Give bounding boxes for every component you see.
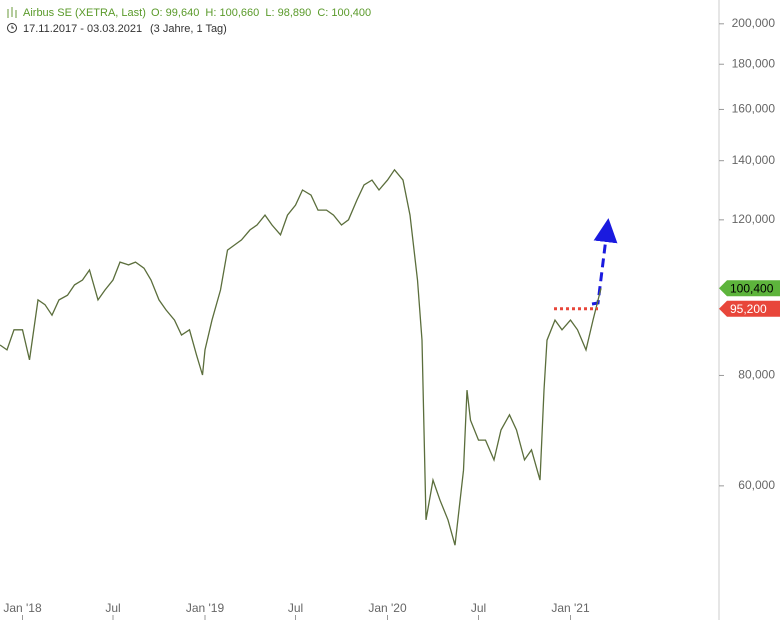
x-tick-label: Jan '18 bbox=[3, 601, 42, 615]
x-tick-label: Jul bbox=[471, 601, 486, 615]
price-tag-label: 100,400 bbox=[730, 281, 774, 295]
y-tick-label: 80,000 bbox=[738, 368, 775, 382]
y-tick-label: 140,000 bbox=[732, 153, 776, 167]
price-tag bbox=[719, 300, 780, 317]
header-ohlc: O: 99,640 H: 100,660 L: 98,890 C: 100,40… bbox=[151, 7, 371, 19]
header-range: 17.11.2017 - 03.03.2021 bbox=[23, 23, 142, 35]
x-tick-label: Jan '21 bbox=[551, 601, 590, 615]
x-tick-label: Jul bbox=[288, 601, 303, 615]
y-tick-label: 200,000 bbox=[732, 16, 776, 30]
y-tick-label: 160,000 bbox=[732, 102, 776, 116]
header-title: Airbus SE (XETRA, Last) bbox=[23, 7, 146, 19]
price-tag-label: 95,200 bbox=[730, 302, 767, 316]
projection-arrow bbox=[591, 218, 618, 306]
price-tag bbox=[719, 280, 780, 297]
x-tick-label: Jan '19 bbox=[186, 601, 225, 615]
y-tick-label: 180,000 bbox=[732, 56, 776, 70]
clock-hand bbox=[11, 25, 14, 29]
x-tick-label: Jul bbox=[105, 601, 120, 615]
header-period: (3 Jahre, 1 Tag) bbox=[150, 23, 227, 35]
x-tick-label: Jan '20 bbox=[368, 601, 407, 615]
price-line bbox=[0, 168, 602, 546]
y-tick-label: 120,000 bbox=[732, 212, 776, 226]
y-tick-label: 60,000 bbox=[738, 478, 775, 492]
clock-icon bbox=[7, 23, 17, 33]
header-icon bbox=[7, 7, 17, 18]
